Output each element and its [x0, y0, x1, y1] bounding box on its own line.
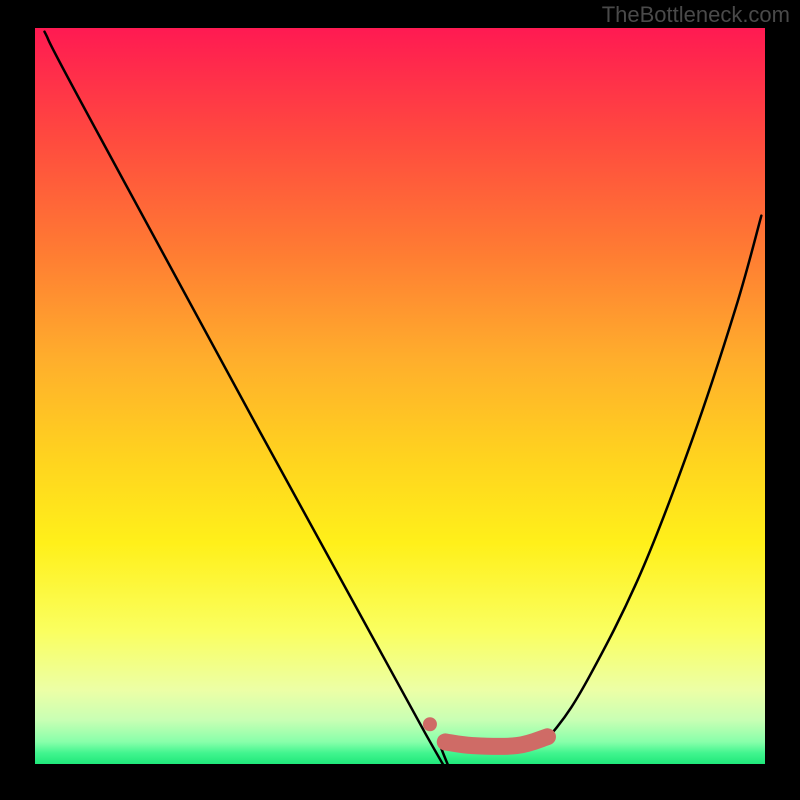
plot-area — [35, 28, 765, 764]
chart-container: TheBottleneck.com — [0, 0, 800, 800]
watermark-text: TheBottleneck.com — [602, 2, 790, 28]
